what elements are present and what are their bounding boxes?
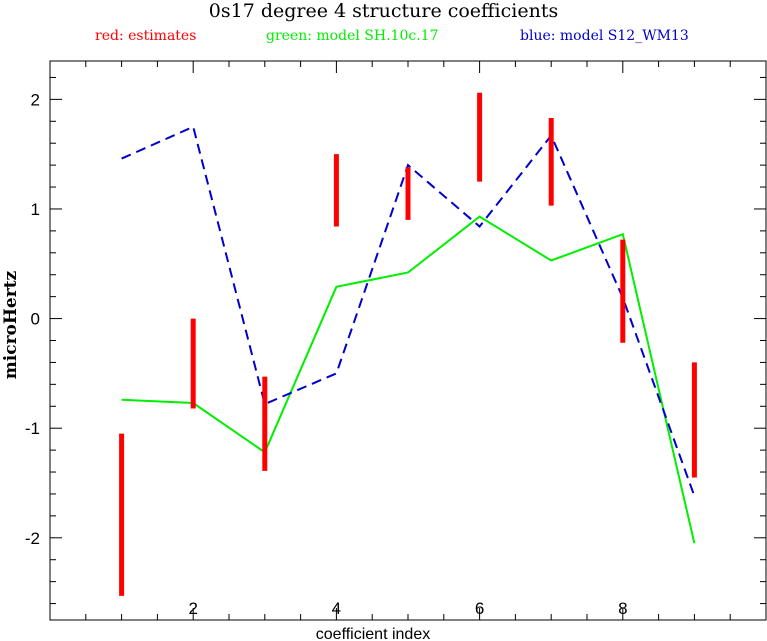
axis-ticks bbox=[50, 61, 766, 620]
y-tick-label: -2 bbox=[25, 529, 40, 548]
y-axis-label: microHertz bbox=[1, 270, 21, 379]
plot-frame bbox=[49, 60, 767, 621]
x-tick-label: 8 bbox=[618, 599, 627, 618]
legend-model-s12wm13: blue: model S12_WM13 bbox=[520, 28, 689, 44]
tick-labels: 2 4 6 8 -2 -1 0 1 2 bbox=[25, 90, 628, 618]
y-tick-label: 0 bbox=[31, 310, 40, 329]
legend-model-sh10c17: green: model SH.10c.17 bbox=[266, 28, 439, 44]
series-layer bbox=[121, 125, 696, 544]
legend-estimates: red: estimates bbox=[95, 28, 197, 44]
x-axis-label: coefficient index bbox=[316, 626, 430, 641]
series-line bbox=[121, 215, 696, 544]
x-tick-label: 6 bbox=[475, 599, 484, 618]
y-tick-label: 2 bbox=[31, 90, 40, 109]
y-tick-label: 1 bbox=[31, 200, 40, 219]
estimates-layer bbox=[119, 92, 697, 596]
series-line bbox=[121, 125, 696, 497]
x-tick-label: 2 bbox=[188, 599, 197, 618]
x-tick-label: 4 bbox=[332, 599, 341, 618]
y-tick-label: -1 bbox=[25, 419, 40, 438]
plot-border bbox=[49, 60, 767, 621]
chart-title: 0s17 degree 4 structure coefficients bbox=[208, 0, 559, 22]
